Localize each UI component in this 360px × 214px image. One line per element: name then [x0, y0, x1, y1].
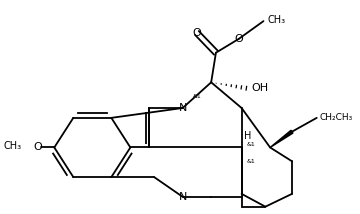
Text: &1: &1 — [246, 159, 255, 164]
Text: O: O — [34, 143, 42, 152]
Polygon shape — [270, 130, 293, 147]
Text: H: H — [244, 131, 252, 141]
Text: N: N — [179, 103, 187, 113]
Text: O: O — [193, 28, 201, 38]
Text: &1: &1 — [192, 94, 201, 99]
Text: CH₃: CH₃ — [267, 15, 285, 25]
Text: &1: &1 — [246, 142, 255, 147]
Text: N: N — [179, 192, 187, 202]
Text: OH: OH — [251, 83, 268, 93]
Text: CH₂CH₃: CH₂CH₃ — [320, 113, 353, 122]
Text: CH₃: CH₃ — [4, 141, 22, 152]
Text: O: O — [234, 34, 243, 44]
